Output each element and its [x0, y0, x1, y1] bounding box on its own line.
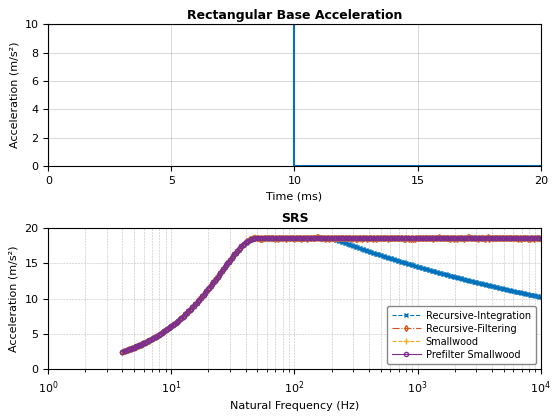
Smallwood	[376, 236, 383, 241]
Recursive-Filtering	[538, 236, 544, 241]
Legend: Recursive-Integration, Recursive-Filtering, Smallwood, Prefilter Smallwood: Recursive-Integration, Recursive-Filteri…	[387, 306, 536, 365]
Prefilter Smallwood	[465, 235, 472, 240]
Prefilter Smallwood	[500, 236, 506, 241]
Recursive-Integration	[120, 349, 127, 354]
Prefilter Smallwood	[375, 236, 382, 241]
Smallwood	[473, 236, 480, 241]
Recursive-Integration	[376, 252, 383, 257]
Smallwood	[119, 349, 126, 354]
Line: Smallwood: Smallwood	[120, 235, 544, 354]
Recursive-Filtering	[368, 235, 375, 240]
Recursive-Integration	[252, 235, 259, 240]
X-axis label: Natural Frequency (Hz): Natural Frequency (Hz)	[230, 401, 359, 411]
Prefilter Smallwood	[368, 235, 375, 240]
Smallwood	[368, 235, 375, 240]
Prefilter Smallwood	[120, 349, 127, 354]
Recursive-Filtering	[375, 235, 382, 240]
Recursive-Filtering	[484, 235, 491, 240]
Recursive-Filtering	[472, 235, 478, 240]
Prefilter Smallwood	[473, 235, 480, 240]
Y-axis label: Acceleration (m/s²): Acceleration (m/s²)	[9, 245, 19, 352]
Prefilter Smallwood	[538, 236, 544, 241]
Smallwood	[500, 236, 506, 241]
Y-axis label: Acceleration (m/s²): Acceleration (m/s²)	[9, 42, 19, 148]
Title: Rectangular Base Acceleration: Rectangular Base Acceleration	[187, 9, 402, 22]
Smallwood	[538, 236, 544, 241]
Recursive-Integration	[473, 280, 480, 285]
Recursive-Filtering	[120, 349, 127, 354]
Prefilter Smallwood	[119, 349, 126, 354]
Line: Recursive-Filtering: Recursive-Filtering	[120, 235, 543, 354]
Recursive-Filtering	[500, 235, 506, 240]
Line: Prefilter Smallwood: Prefilter Smallwood	[120, 236, 543, 354]
Smallwood	[120, 349, 127, 354]
Prefilter Smallwood	[367, 235, 374, 240]
Recursive-Integration	[119, 349, 126, 354]
Recursive-Integration	[500, 286, 506, 291]
Smallwood	[370, 236, 376, 241]
Recursive-Integration	[370, 250, 376, 255]
X-axis label: Time (ms): Time (ms)	[267, 191, 323, 201]
Recursive-Integration	[538, 294, 544, 299]
Recursive-Filtering	[119, 349, 126, 354]
Line: Recursive-Integration: Recursive-Integration	[120, 236, 543, 354]
Recursive-Integration	[368, 249, 375, 255]
Smallwood	[252, 235, 259, 240]
Recursive-Filtering	[367, 236, 374, 241]
Title: SRS: SRS	[281, 212, 309, 225]
